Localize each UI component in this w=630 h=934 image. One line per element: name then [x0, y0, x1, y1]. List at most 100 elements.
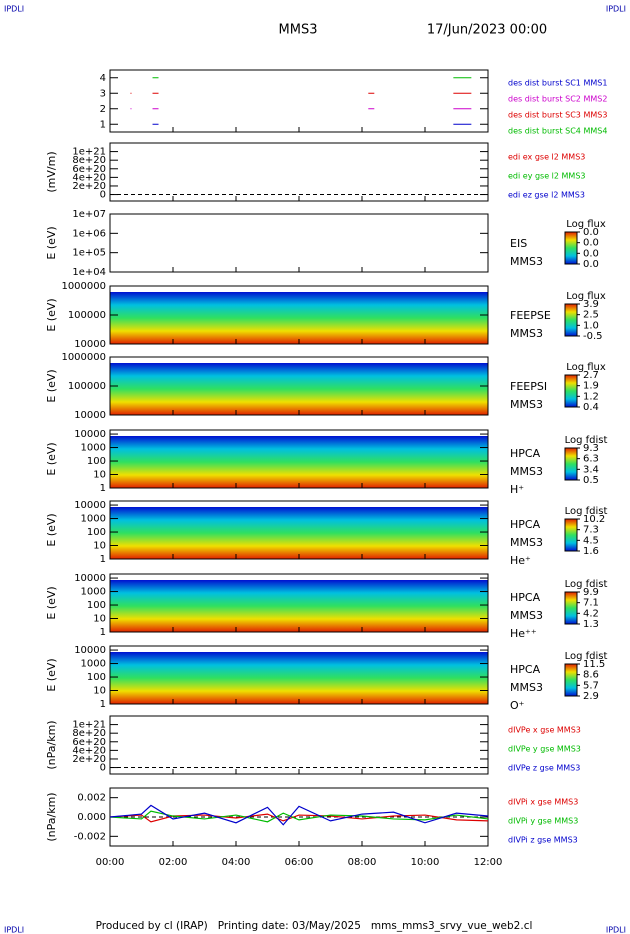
y-tick-label: 1e+04	[72, 267, 106, 278]
y-tick-label: 8e+20	[72, 155, 106, 166]
legend-label: des dist burst SC4 MMS4	[508, 127, 607, 136]
y-tick-label: 1000	[81, 587, 106, 598]
y-tick-label: 0	[100, 763, 106, 774]
colorbar-tick-label: 4.5	[583, 535, 599, 546]
y-axis-label: E (eV)	[45, 369, 58, 402]
colorbar-tick-label: 0.0	[583, 248, 599, 259]
spectrogram-image	[110, 652, 488, 704]
y-axis-label: (nPa/km)	[45, 792, 58, 841]
colorbar-tick-label: 10.2	[583, 514, 605, 525]
legend-label: dIVPe z gse MMS3	[508, 764, 580, 773]
y-tick-label: 100	[87, 672, 106, 683]
y-tick-label: 1e+21	[72, 720, 106, 731]
y-tick-label: 10	[93, 541, 106, 552]
y-tick-label: 1	[100, 699, 106, 710]
y-tick-label: 1000	[81, 514, 106, 525]
y-axis-label: E (eV)	[45, 658, 58, 691]
colorbar-tick-label: 0.0	[583, 259, 599, 270]
colorbar-tick-label: 1.2	[583, 391, 599, 402]
y-tick-label: 10000	[74, 573, 106, 584]
data-line	[109, 804, 489, 826]
y-tick-label: 1	[100, 119, 106, 130]
y-tick-label: 10000	[74, 339, 106, 350]
corner-tag: IPDLI	[606, 5, 626, 14]
y-tick-label: 0.002	[77, 793, 106, 804]
y-tick-label: 8e+20	[72, 728, 106, 739]
x-tick-label: 10:00	[411, 857, 440, 868]
colorbar-tick-label: 4.2	[583, 608, 599, 619]
legend-label: edi ez gse l2 MMS3	[508, 191, 585, 200]
y-tick-label: 3	[100, 88, 106, 99]
y-tick-label: 1000	[81, 659, 106, 670]
y-axis-label: (nPa/km)	[45, 720, 58, 769]
legend-label: dIVPi y gse MMS3	[508, 817, 578, 826]
panel-frame	[109, 142, 489, 202]
colorbar	[564, 663, 578, 697]
colorbar-tick-label: 2.7	[583, 370, 599, 381]
colorbar	[564, 447, 578, 481]
y-tick-label: 6e+20	[72, 164, 106, 175]
panel-label: O⁺	[510, 699, 525, 712]
y-tick-label: 4e+20	[72, 172, 106, 183]
legend-label: dIVPe x gse MMS3	[508, 726, 581, 735]
panel-label: FEEPSI	[510, 380, 547, 393]
colorbar	[564, 591, 578, 625]
x-tick-label: 06:00	[285, 857, 314, 868]
y-tick-label: 1e+05	[72, 248, 106, 259]
y-tick-label: 0	[100, 190, 106, 201]
y-tick-label: 10000	[74, 645, 106, 656]
y-tick-label: 10000	[74, 429, 106, 440]
panel-label: MMS3	[510, 609, 543, 622]
colorbar-tick-label: 9.3	[583, 443, 599, 454]
colorbar-tick-label: 3.4	[583, 464, 599, 475]
panel-label: He⁺	[510, 554, 531, 567]
y-tick-label: 1000000	[61, 281, 106, 292]
colorbar-tick-label: 7.1	[583, 598, 599, 609]
spectrogram-image	[110, 507, 488, 559]
colorbar-tick-label: 1.6	[583, 546, 599, 557]
colorbar-tick-label: 0.0	[583, 227, 599, 238]
spectrogram-image	[110, 436, 488, 488]
legend-label: dIVPi x gse MMS3	[508, 798, 578, 807]
panel-label: MMS3	[510, 465, 543, 478]
y-tick-label: 4e+20	[72, 745, 106, 756]
panel-label: MMS3	[510, 255, 543, 268]
colorbar-title: Log fdist	[565, 579, 608, 590]
y-tick-label: 10000	[74, 410, 106, 421]
legend-label: edi ey gse l2 MMS3	[508, 172, 586, 181]
corner-tag: IPDLI	[606, 926, 626, 934]
colorbar-title: Log flux	[566, 362, 606, 373]
colorbar	[564, 374, 578, 408]
panel-label: He⁺⁺	[510, 627, 537, 640]
x-tick-label: 12:00	[474, 857, 503, 868]
y-tick-label: 1000	[81, 443, 106, 454]
colorbar-tick-label: 0.5	[583, 475, 599, 486]
y-tick-label: 2e+20	[72, 754, 106, 765]
x-tick-label: 08:00	[348, 857, 377, 868]
y-tick-label: 4	[100, 73, 106, 84]
y-axis-label: E (eV)	[45, 513, 58, 546]
y-tick-label: 1	[100, 554, 106, 565]
y-tick-label: 10000	[74, 500, 106, 511]
panel-label: HPCA	[510, 591, 541, 604]
legend-label: dIVPi z gse MMS3	[508, 836, 578, 845]
spectrogram-image	[110, 363, 488, 415]
panel-label: EIS	[510, 237, 527, 250]
date: 17/Jun/2023 00:00	[427, 23, 547, 38]
y-tick-label: 6e+20	[72, 737, 106, 748]
legend-label: des dist burst SC1 MMS1	[508, 79, 607, 88]
colorbar-tick-label: 2.5	[583, 310, 599, 321]
y-axis-label: E (eV)	[45, 442, 58, 475]
y-tick-label: 1e+06	[72, 228, 106, 239]
y-axis-label: (mV/m)	[45, 151, 58, 192]
x-tick-label: 02:00	[159, 857, 188, 868]
colorbar-title: Log fdist	[565, 651, 608, 662]
colorbar-tick-label: 0.4	[583, 402, 599, 413]
panel-frame	[109, 213, 489, 273]
colorbar-tick-label: 6.3	[583, 454, 599, 465]
colorbar-tick-label: 1.9	[583, 381, 599, 392]
spectrogram-image	[110, 292, 488, 344]
x-tick-label: 04:00	[222, 857, 251, 868]
colorbar-tick-label: 3.9	[583, 299, 599, 310]
